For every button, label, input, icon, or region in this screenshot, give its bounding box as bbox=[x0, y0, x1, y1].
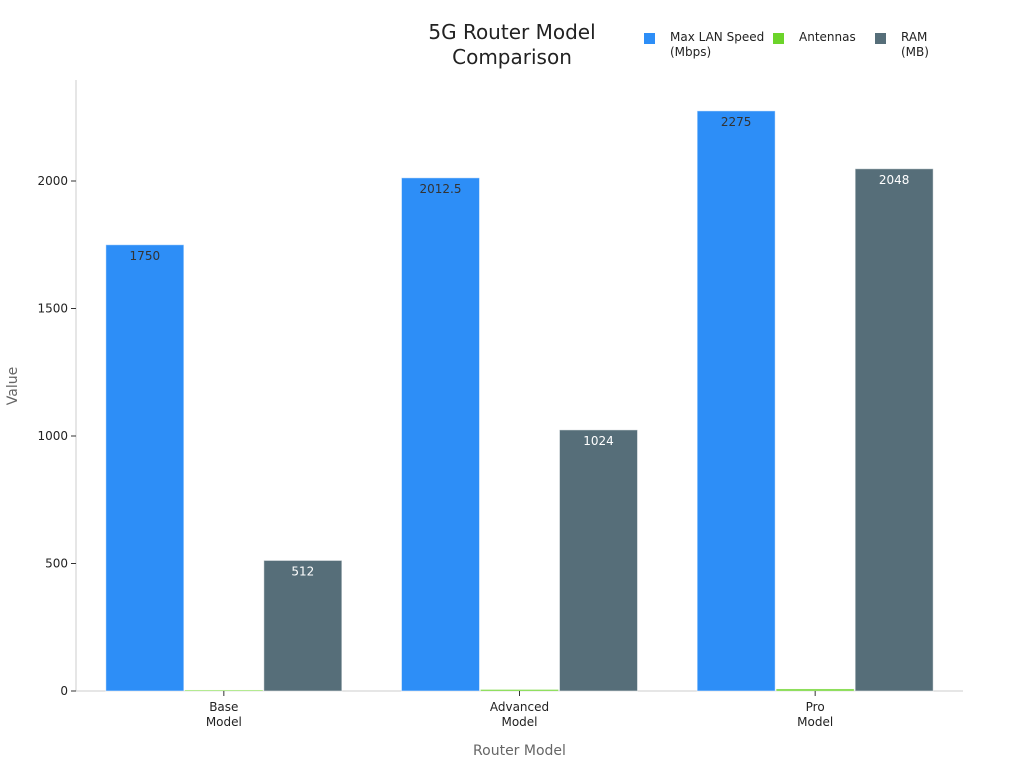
data-label-2-0: 512 bbox=[291, 564, 314, 578]
legend-item-ram[interactable]: RAM (MB) bbox=[875, 30, 929, 60]
x-axis-label: Router Model bbox=[473, 743, 566, 759]
legend-label-ram: RAM (MB) bbox=[901, 30, 929, 59]
data-label-0-0: 1750 bbox=[130, 249, 161, 263]
bar-0-0 bbox=[105, 244, 185, 692]
y-tick-label-4: 2000 bbox=[37, 174, 68, 188]
chart-title: 5G Router Model Comparison bbox=[428, 20, 596, 69]
data-label-2-1: 1024 bbox=[583, 434, 614, 448]
x-tick-label-1: Advanced Model bbox=[490, 700, 549, 729]
y-tick-label-1: 500 bbox=[45, 557, 68, 571]
x-tick-label-2: Pro Model bbox=[797, 700, 833, 729]
legend-swatch-max-lan-speed bbox=[644, 33, 655, 44]
bar-0-2 bbox=[696, 110, 776, 692]
y-axis-label: Value bbox=[5, 367, 21, 405]
y-tick-label-2: 1000 bbox=[37, 429, 68, 443]
bar-2-2 bbox=[854, 168, 934, 692]
legend-item-antennas[interactable]: Antennas bbox=[773, 30, 856, 45]
y-tick-label-0: 0 bbox=[60, 684, 68, 698]
data-label-2-2: 2048 bbox=[879, 173, 910, 187]
bar-1-2 bbox=[775, 688, 855, 692]
legend-label-max-lan-speed: Max LAN Speed (Mbps) bbox=[670, 30, 765, 59]
legend-label-antennas: Antennas bbox=[799, 30, 856, 44]
bar-2-0 bbox=[263, 559, 343, 692]
data-label-0-1: 2012.5 bbox=[420, 182, 462, 196]
legend-swatch-ram bbox=[875, 33, 886, 44]
data-label-0-2: 2275 bbox=[721, 115, 752, 129]
legend-item-max-lan-speed[interactable]: Max LAN Speed (Mbps) bbox=[644, 30, 765, 60]
bar-2-1 bbox=[559, 429, 638, 692]
bar-0-1 bbox=[401, 177, 480, 692]
x-tick-label-0: Base Model bbox=[206, 700, 242, 729]
bar-1-1 bbox=[480, 688, 559, 692]
y-tick-label-3: 1500 bbox=[37, 302, 68, 316]
bar-1-0 bbox=[184, 689, 264, 692]
legend-swatch-antennas bbox=[773, 33, 784, 44]
